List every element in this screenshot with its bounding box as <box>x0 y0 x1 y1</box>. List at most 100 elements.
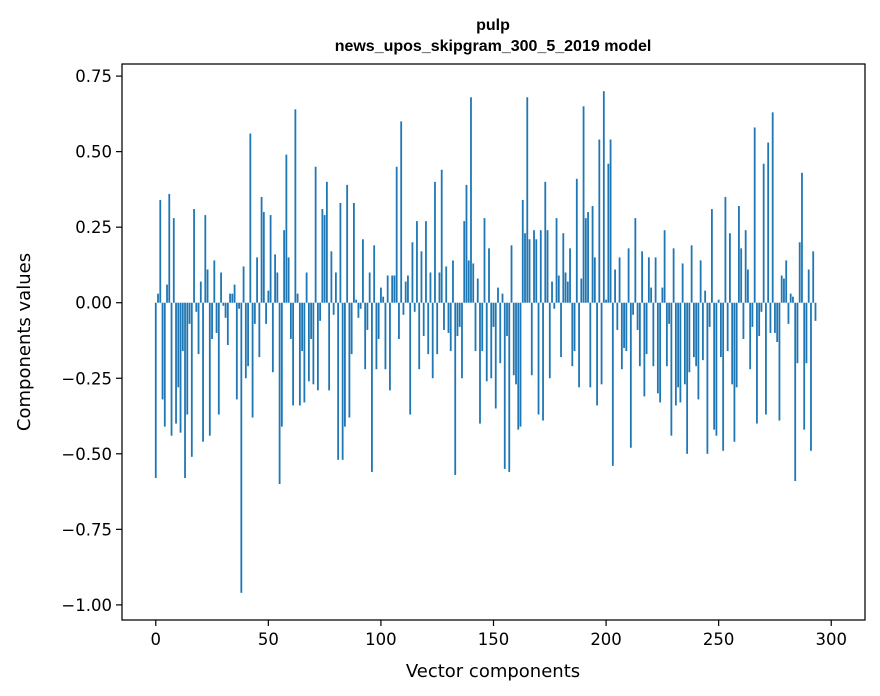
bar-20 <box>199 281 202 303</box>
bar-30 <box>222 302 225 306</box>
bar-89 <box>355 299 358 303</box>
bar-181 <box>562 233 565 303</box>
bar-31 <box>224 302 227 318</box>
bar-169 <box>535 239 538 303</box>
bar-264 <box>749 302 752 370</box>
bar-278 <box>780 275 783 303</box>
bar-257 <box>733 302 736 442</box>
bar-268 <box>758 302 761 336</box>
y-tick-label: −0.75 <box>61 520 112 539</box>
bar-218 <box>645 302 648 355</box>
x-tick-label: 0 <box>151 630 162 649</box>
bar-271 <box>765 302 767 415</box>
bar-207 <box>620 302 623 370</box>
bar-5 <box>166 284 168 303</box>
bar-258 <box>735 302 738 388</box>
bar-120 <box>425 221 427 303</box>
bar-140 <box>470 97 472 303</box>
bar-82 <box>339 203 342 303</box>
bar-147 <box>485 302 488 382</box>
bar-145 <box>481 302 484 352</box>
bar-274 <box>771 112 774 303</box>
bar-141 <box>472 263 475 303</box>
bar-series <box>154 91 817 593</box>
bar-186 <box>573 302 576 352</box>
bar-251 <box>720 302 722 358</box>
bar-277 <box>778 302 781 421</box>
bar-180 <box>560 302 562 358</box>
bar-134 <box>456 302 459 336</box>
bar-93 <box>364 302 367 370</box>
bar-133 <box>454 302 457 475</box>
bar-13 <box>184 302 186 478</box>
bar-281 <box>787 302 790 324</box>
bar-154 <box>501 293 504 303</box>
bar-135 <box>458 302 461 327</box>
bar-115 <box>413 302 416 312</box>
bar-235 <box>683 302 686 385</box>
bar-183 <box>566 281 569 303</box>
bar-212 <box>632 302 634 315</box>
bar-227 <box>665 302 668 367</box>
bar-76 <box>325 181 328 303</box>
bar-15 <box>188 302 191 324</box>
bar-290 <box>807 269 810 303</box>
bar-125 <box>436 302 439 355</box>
bar-153 <box>499 302 502 364</box>
bar-59 <box>287 257 290 303</box>
bar-91 <box>359 302 362 309</box>
bar-165 <box>526 97 529 303</box>
bar-250 <box>717 299 720 303</box>
bar-156 <box>506 302 508 336</box>
bar-167 <box>530 302 533 376</box>
bar-229 <box>670 302 673 436</box>
bar-62 <box>294 109 297 303</box>
bar-194 <box>591 206 594 303</box>
bar-193 <box>589 302 592 388</box>
bar-222 <box>654 257 657 303</box>
bar-282 <box>789 293 792 303</box>
bar-200 <box>605 299 607 303</box>
bar-269 <box>760 302 763 312</box>
bar-267 <box>756 302 758 424</box>
y-axis-label: Components values <box>14 253 35 431</box>
bar-66 <box>303 302 306 403</box>
bar-14 <box>186 302 189 415</box>
bar-9 <box>175 302 177 424</box>
bar-240 <box>695 302 698 367</box>
bar-4 <box>163 302 166 427</box>
bar-7 <box>170 302 173 436</box>
bar-221 <box>652 302 655 367</box>
bar-42 <box>249 133 252 303</box>
bar-90 <box>357 302 360 318</box>
bar-98 <box>375 302 378 370</box>
bar-77 <box>328 302 331 391</box>
bar-253 <box>724 196 727 303</box>
bar-64 <box>298 302 301 406</box>
bar-109 <box>400 121 403 303</box>
bar-96 <box>371 302 373 472</box>
bar-36 <box>235 302 238 400</box>
bar-228 <box>668 302 671 324</box>
bar-209 <box>625 302 628 352</box>
chart-title-line-2: news_upos_skipgram_300_5_2019 model <box>335 38 652 55</box>
bar-174 <box>546 230 549 303</box>
bar-149 <box>490 302 493 379</box>
bar-122 <box>429 272 432 303</box>
bar-61 <box>292 302 295 406</box>
bar-182 <box>564 272 567 303</box>
bar-46 <box>258 302 261 358</box>
bar-163 <box>521 199 524 303</box>
bar-230 <box>672 248 675 303</box>
x-tick-label: 200 <box>590 630 622 649</box>
bar-92 <box>362 239 364 303</box>
bar-65 <box>301 302 304 352</box>
bar-50 <box>267 290 270 303</box>
bar-195 <box>593 257 596 303</box>
bar-160 <box>515 302 517 385</box>
bar-138 <box>465 184 468 303</box>
bar-111 <box>404 281 407 303</box>
bar-184 <box>569 248 571 303</box>
bar-266 <box>753 127 756 303</box>
